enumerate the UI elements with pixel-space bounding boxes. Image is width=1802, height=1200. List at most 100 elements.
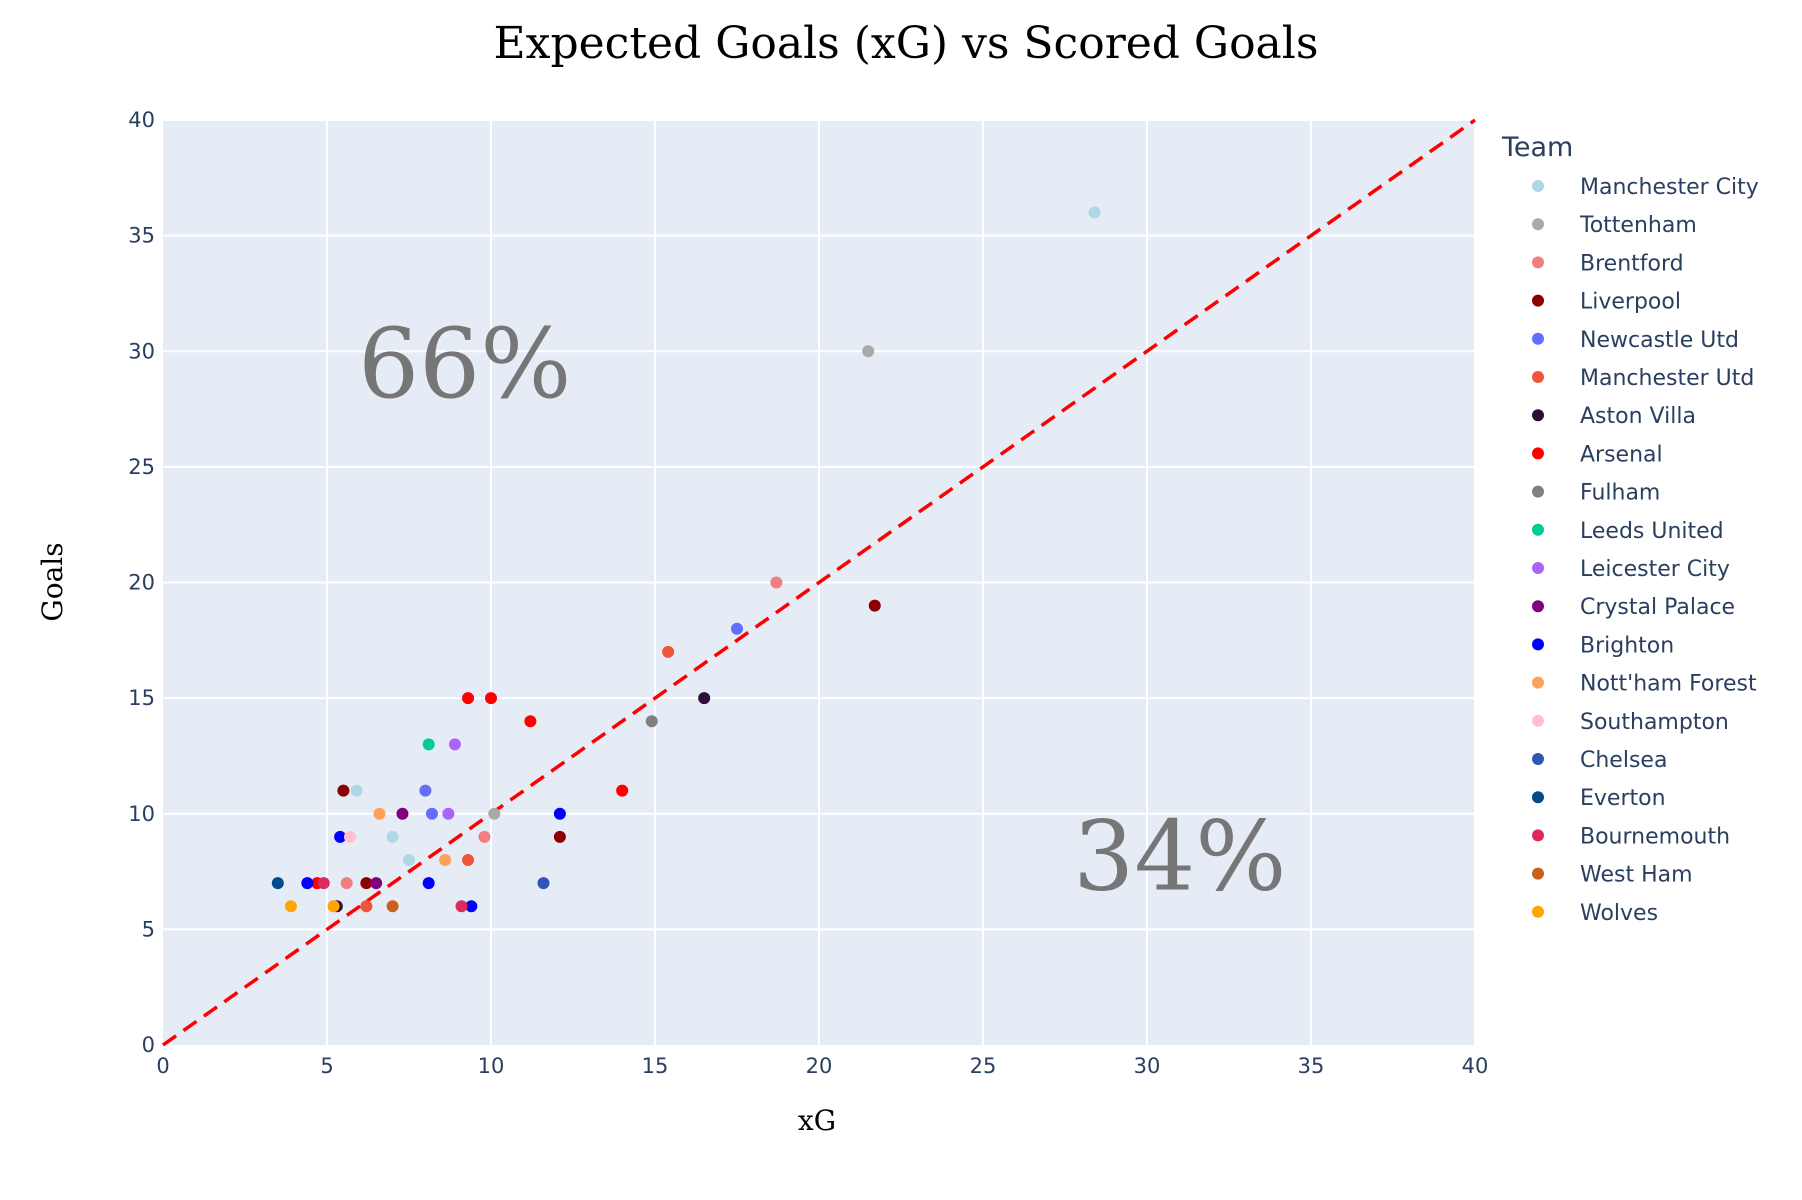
legend-marker — [1532, 180, 1544, 192]
legend-marker — [1532, 218, 1544, 231]
x-axis-title: xG — [798, 1104, 836, 1137]
data-point — [373, 807, 386, 820]
legend-label: Brighton — [1580, 633, 1674, 658]
legend-marker — [1532, 676, 1544, 689]
data-point — [524, 715, 537, 728]
y-tick-label: 15 — [128, 686, 155, 710]
series-group — [370, 807, 409, 890]
y-tick-label: 40 — [128, 108, 155, 132]
legend-label: Tottenham — [1579, 213, 1697, 238]
data-point — [422, 877, 435, 890]
data-point — [731, 622, 743, 635]
data-point — [553, 807, 566, 820]
data-point — [396, 807, 409, 820]
data-point — [616, 784, 629, 797]
data-point — [442, 807, 455, 820]
legend-label: Manchester Utd — [1580, 366, 1754, 391]
legend-marker — [1532, 294, 1544, 307]
series-group — [360, 645, 675, 913]
legend-marker — [1532, 638, 1544, 651]
legend-marker — [1532, 523, 1544, 536]
data-point — [425, 807, 438, 820]
x-tick-label: 5 — [320, 1054, 333, 1078]
series-group — [645, 715, 658, 728]
data-point — [337, 784, 350, 797]
series-group — [271, 877, 284, 890]
x-tick-label: 30 — [1134, 1054, 1161, 1078]
legend-marker — [1532, 409, 1544, 422]
data-point — [360, 900, 373, 913]
data-point — [340, 877, 353, 890]
data-point — [868, 599, 881, 612]
legend-marker — [1532, 332, 1544, 345]
legend-marker — [1532, 829, 1544, 842]
y-tick-label: 5 — [142, 917, 155, 941]
data-point — [1088, 206, 1101, 219]
percentage-annotation: 66% — [358, 308, 571, 420]
data-point — [698, 692, 711, 705]
data-point — [662, 645, 675, 658]
x-tick-label: 25 — [970, 1054, 997, 1078]
series-group — [422, 738, 435, 751]
legend-label: Leicester City — [1580, 557, 1730, 582]
legend-label: Arsenal — [1580, 442, 1663, 467]
legend-items: Manchester City Tottenham Brentford Liverpo… — [1532, 175, 1759, 926]
x-tick-label: 35 — [1298, 1054, 1325, 1078]
y-axis-ticks: 0 5 10 15 20 25 30 35 40 — [128, 108, 155, 1057]
legend-label: Everton — [1580, 786, 1666, 811]
legend-label: Liverpool — [1580, 290, 1681, 315]
annotations: 66% 34% — [358, 308, 1286, 913]
x-tick-label: 15 — [642, 1054, 669, 1078]
data-point — [271, 877, 284, 890]
percentage-annotation: 34% — [1073, 800, 1286, 912]
legend-marker — [1532, 256, 1544, 269]
series-group — [317, 877, 468, 913]
data-point — [301, 877, 314, 890]
y-tick-label: 10 — [128, 802, 155, 826]
y-tick-label: 20 — [128, 571, 155, 595]
legend-label: Leeds United — [1580, 519, 1724, 544]
data-point — [485, 692, 497, 705]
legend-label: Southampton — [1580, 710, 1729, 735]
data-point — [386, 830, 399, 843]
legend-marker — [1532, 753, 1544, 765]
x-tick-label: 40 — [1462, 1054, 1489, 1078]
data-point — [439, 854, 452, 866]
reference-line — [161, 118, 1477, 1047]
data-point — [422, 738, 435, 751]
data-point — [317, 877, 330, 890]
data-point — [478, 830, 491, 843]
legend-label: Manchester City — [1580, 175, 1759, 200]
data-point — [327, 900, 340, 913]
data-point — [462, 854, 475, 866]
data-point — [334, 830, 347, 843]
series-group — [340, 576, 783, 890]
y-tick-label: 35 — [128, 224, 155, 248]
legend-marker — [1532, 714, 1544, 727]
legend-marker — [1532, 867, 1544, 880]
legend-marker — [1532, 447, 1544, 460]
data-point — [284, 900, 297, 913]
x-tick-label: 0 — [156, 1054, 169, 1078]
series-group — [301, 807, 566, 913]
legend-marker — [1532, 600, 1544, 613]
data-point — [343, 830, 356, 843]
data-point — [488, 807, 501, 820]
data-point — [360, 877, 373, 890]
series-group — [488, 345, 875, 820]
legend-marker — [1532, 485, 1544, 498]
data-point — [419, 784, 432, 797]
legend-title: Team — [1501, 132, 1573, 163]
data-points — [271, 206, 1101, 913]
series-group — [284, 900, 340, 913]
legend-label: Crystal Palace — [1580, 595, 1735, 620]
y-axis-title: Goals — [36, 542, 69, 621]
data-point — [553, 830, 566, 843]
chart-title: Expected Goals (xG) vs Scored Goals — [494, 18, 1319, 69]
legend-label: Fulham — [1580, 481, 1660, 506]
grid-lines — [163, 119, 1476, 1045]
legend-marker — [1532, 905, 1544, 918]
x-tick-label: 20 — [806, 1054, 833, 1078]
